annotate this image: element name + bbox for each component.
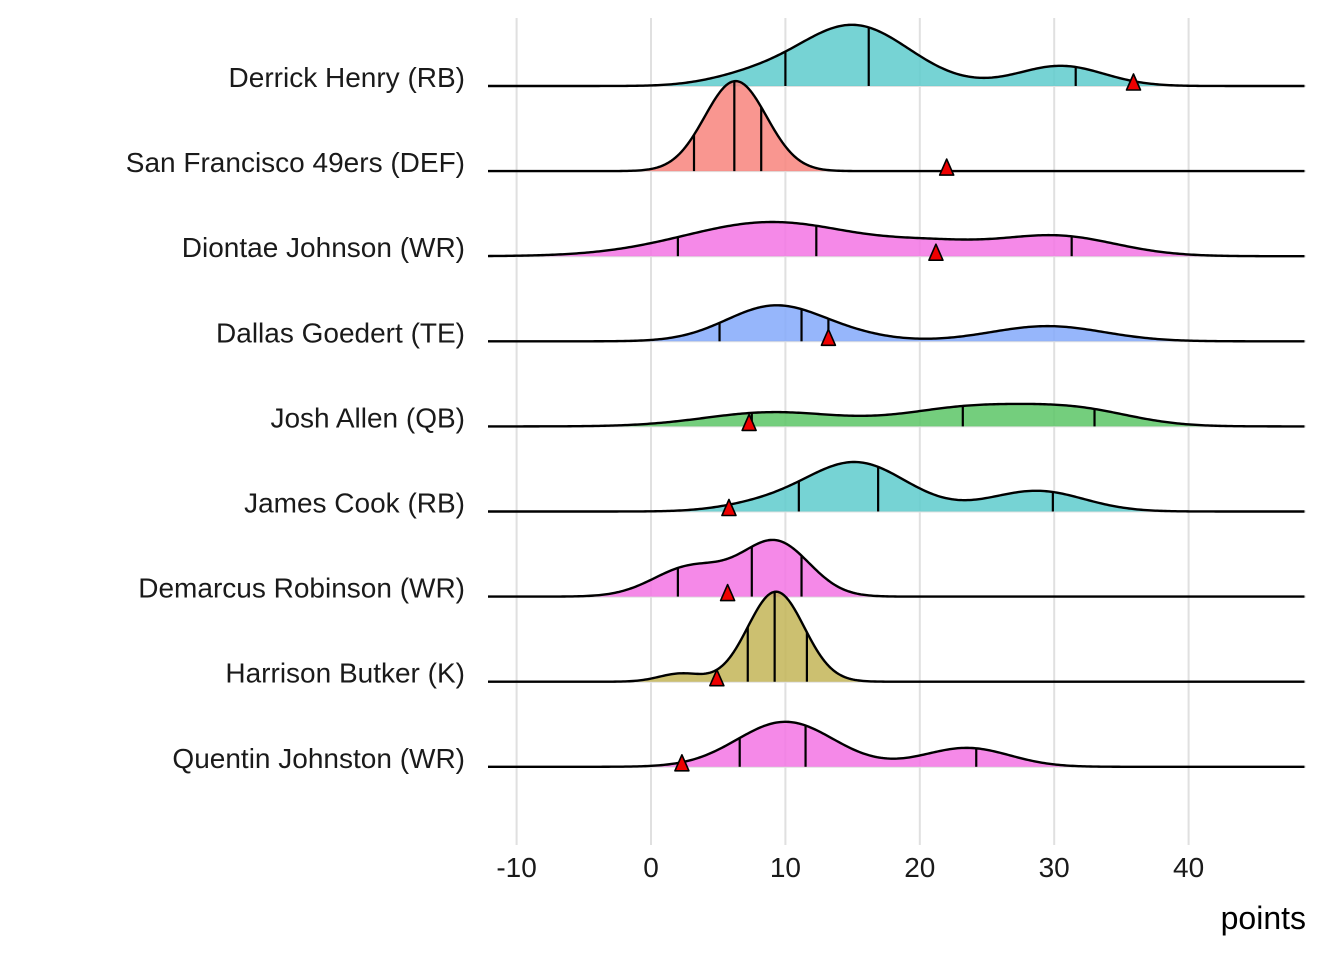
x-tick-label: 30 [1039, 852, 1070, 883]
ridge-outline [488, 538, 1305, 598]
y-axis-label: Josh Allen (QB) [270, 402, 465, 433]
ridge-outline [488, 590, 1305, 683]
ridge [487, 220, 1306, 262]
ridge [488, 23, 1306, 91]
ridge-fill [488, 403, 1306, 427]
actual-score-marker [719, 583, 736, 602]
actual-score-marker [928, 243, 944, 262]
y-axis-labels: Derrick Henry (RB) San Francisco 49ers (D… [126, 62, 465, 774]
ridge-outline [488, 304, 1305, 343]
y-axis-label: Quentin Johnston (WR) [172, 743, 465, 774]
ridge-fill [488, 462, 1306, 512]
ridge-outline [488, 402, 1305, 428]
actual-score-marker [674, 753, 690, 772]
ridge [488, 538, 1306, 602]
ridge [488, 460, 1306, 517]
x-axis-title: points [1221, 900, 1306, 936]
ridge-fill [488, 721, 1306, 767]
x-tick-label: 40 [1173, 852, 1204, 883]
x-tick-label: 10 [770, 852, 801, 883]
y-axis-label: James Cook (RB) [244, 488, 465, 519]
y-axis-label: San Francisco 49ers (DEF) [126, 147, 465, 178]
ridge-outline [487, 220, 1305, 258]
ridge [488, 402, 1306, 432]
ridge-outline [488, 460, 1305, 513]
actual-score-marker [938, 158, 955, 176]
x-tick-label: 20 [904, 852, 935, 883]
x-tick-label: -10 [496, 852, 536, 883]
actual-score-marker [721, 498, 737, 517]
x-tick-label: 0 [643, 852, 659, 883]
actual-score-marker [709, 668, 725, 687]
ridge-fill [488, 81, 1306, 172]
ridge-outline [488, 79, 1305, 173]
y-axis-label: Dallas Goedert (TE) [216, 317, 465, 348]
ridge-outline [488, 720, 1305, 768]
ridge [488, 720, 1306, 772]
ridge [488, 304, 1306, 347]
ridge-fill [488, 591, 1306, 682]
ridge-fill [488, 24, 1306, 87]
y-axis-label: Demarcus Robinson (WR) [138, 573, 465, 604]
grid-lines [488, 18, 1306, 845]
ridge [488, 590, 1306, 687]
y-axis-label: Diontae Johnson (WR) [182, 232, 465, 263]
ridge-fill [488, 539, 1306, 597]
y-axis-label: Harrison Butker (K) [225, 658, 465, 689]
actual-score-marker [741, 413, 757, 432]
ridge-fill [488, 305, 1306, 342]
actual-score-marker [820, 328, 837, 347]
actual-score-marker [1125, 73, 1142, 91]
ridges [487, 23, 1306, 772]
y-axis-label: Derrick Henry (RB) [229, 62, 465, 93]
x-axis-ticks: -10 0 10 20 30 40 [496, 852, 1204, 883]
ridge-outline [488, 23, 1305, 88]
ridge [488, 79, 1306, 176]
ridge-fill [488, 222, 1306, 257]
